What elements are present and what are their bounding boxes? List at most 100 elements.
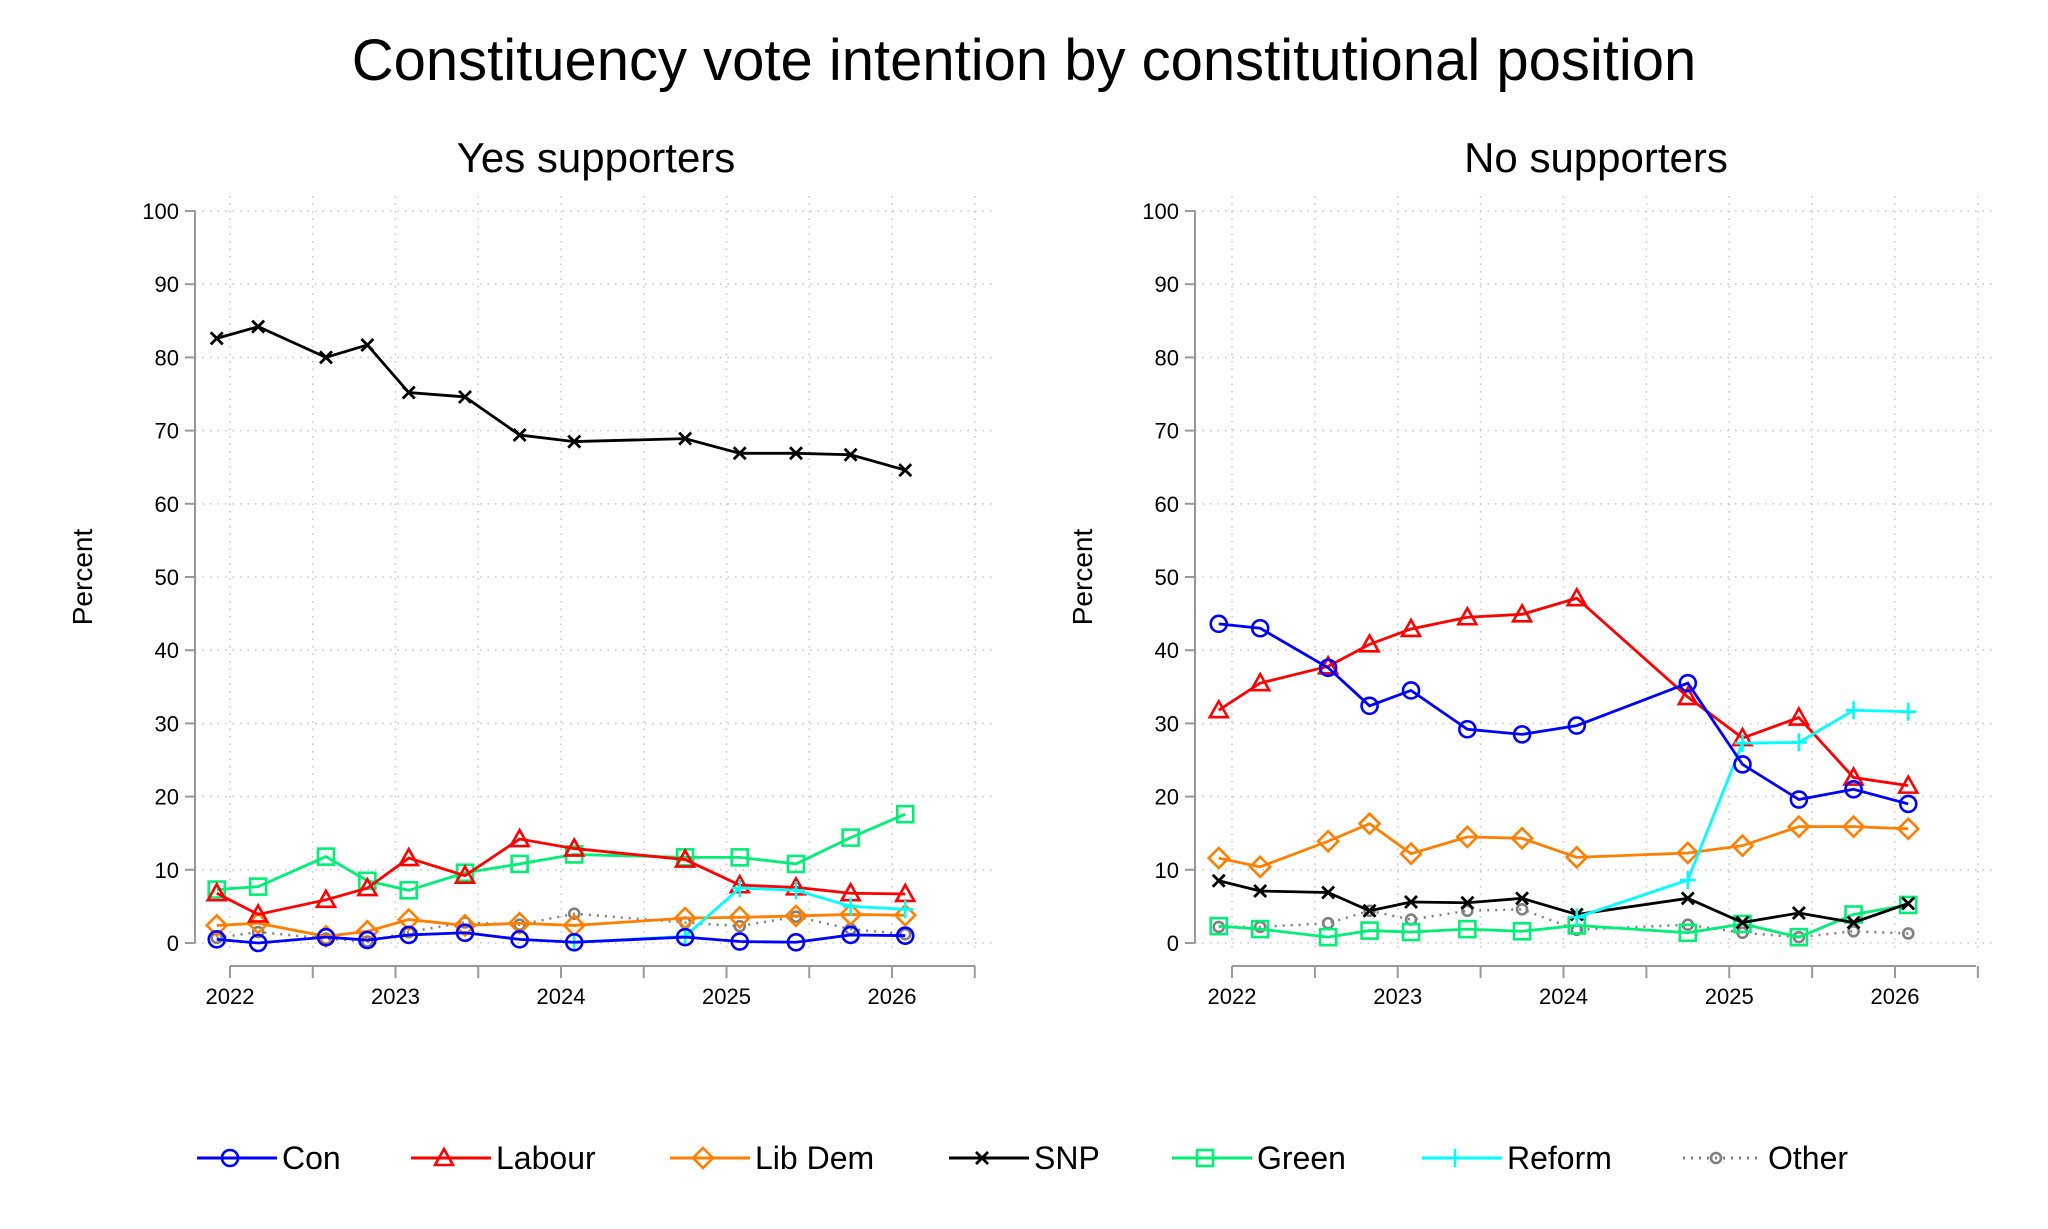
y-tick-label: 60 (1155, 492, 1179, 517)
data-point (1897, 773, 1920, 794)
data-point (1318, 927, 1338, 947)
data-point (898, 927, 912, 941)
data-point (1318, 658, 1338, 678)
data-point (842, 897, 859, 916)
y-tick-label: 40 (1155, 638, 1179, 663)
data-point (251, 925, 265, 939)
data-point (1510, 826, 1534, 851)
legend-label: Green (1257, 1140, 1346, 1176)
data-point (564, 932, 584, 952)
y-axis-label: Percent (1067, 529, 1098, 626)
data-point (510, 930, 529, 949)
data-point (1399, 841, 1423, 866)
data-point (1248, 671, 1272, 692)
data-point (1845, 701, 1862, 720)
series-line (1218, 903, 1909, 939)
data-point (1455, 825, 1480, 849)
legend-marker (975, 1151, 989, 1165)
data-point (1401, 922, 1421, 942)
y-tick-label: 100 (142, 199, 179, 224)
data-point (1901, 896, 1916, 911)
data-point (784, 904, 808, 928)
data-point (1211, 873, 1226, 888)
series-reform (1568, 701, 1917, 927)
legend-marker (1447, 1149, 1463, 1167)
data-point (1567, 716, 1587, 735)
data-point (1791, 905, 1806, 920)
x-tick-label: 2025 (1705, 984, 1754, 1009)
data-point (1250, 618, 1270, 638)
data-point (458, 389, 472, 404)
data-point (1458, 719, 1477, 739)
panel-title: No supporters (1464, 134, 1728, 181)
data-point (1735, 915, 1750, 930)
data-point (314, 888, 338, 909)
data-point (1734, 734, 1751, 753)
data-point (1321, 885, 1336, 900)
data-point (841, 925, 860, 945)
data-point (316, 927, 336, 947)
data-point (733, 919, 747, 933)
panel-1: Yes supporters Percent 0 10 20 30 40 50 60 70 80 90… (67, 134, 995, 1009)
legend-marker (1195, 1148, 1215, 1168)
data-point (1730, 833, 1755, 858)
data-point (730, 848, 750, 867)
data-point (510, 854, 529, 874)
y-tick-label: 20 (155, 785, 179, 810)
data-point (788, 881, 805, 900)
data-point (1360, 696, 1379, 716)
data-point (401, 385, 416, 400)
x-tick-label: 2025 (702, 984, 751, 1009)
data-point (895, 926, 915, 945)
legend-item-labour: Labour (411, 1140, 596, 1176)
legend-label: Reform (1507, 1140, 1612, 1176)
y-tick-label: 10 (1155, 858, 1179, 883)
data-point (732, 446, 747, 461)
data-point (1399, 617, 1423, 638)
data-point (1676, 685, 1700, 706)
series-con (1209, 614, 1918, 814)
data-point (1458, 919, 1477, 939)
data-point (1512, 921, 1532, 941)
data-point (207, 880, 227, 899)
x-tick-label: 2024 (537, 984, 586, 1009)
legend-label: Other (1768, 1140, 1848, 1176)
series-line (216, 812, 906, 892)
data-point (396, 907, 421, 932)
data-point (1456, 605, 1479, 626)
data-point (248, 933, 268, 953)
panel-title: Yes supporters (457, 134, 736, 181)
data-point (1678, 923, 1698, 943)
y-tick-label: 0 (1167, 931, 1179, 956)
data-point (1401, 681, 1421, 700)
data-point (1898, 794, 1918, 814)
data-point (1901, 927, 1915, 940)
data-point (897, 900, 914, 919)
data-point (360, 337, 375, 352)
y-tick-label: 90 (1155, 272, 1179, 297)
data-point (458, 916, 472, 929)
data-point (204, 913, 229, 938)
data-point (210, 931, 224, 945)
panel-2: No supporters Percent 0 10 20 30 40 50 60 70 80 90 1… (1067, 134, 1996, 1009)
data-point (1896, 816, 1921, 841)
data-point (1515, 891, 1530, 906)
data-point (1358, 632, 1381, 653)
data-point (1789, 790, 1809, 809)
data-point (1847, 924, 1860, 938)
data-point (1360, 921, 1379, 940)
data-point (1209, 916, 1229, 936)
legend-marker (220, 1148, 240, 1168)
data-point (455, 923, 475, 943)
x-tick-label: 2026 (1871, 984, 1920, 1009)
data-point (1512, 725, 1532, 744)
data-point (356, 876, 379, 897)
data-point (399, 880, 419, 900)
data-point (316, 847, 336, 866)
data-point (1207, 698, 1230, 719)
legend-label: Lib Dem (755, 1140, 874, 1176)
data-point (1787, 814, 1811, 839)
y-tick-label: 100 (1142, 199, 1179, 224)
y-tick-label: 60 (155, 492, 179, 517)
data-point (319, 350, 333, 365)
